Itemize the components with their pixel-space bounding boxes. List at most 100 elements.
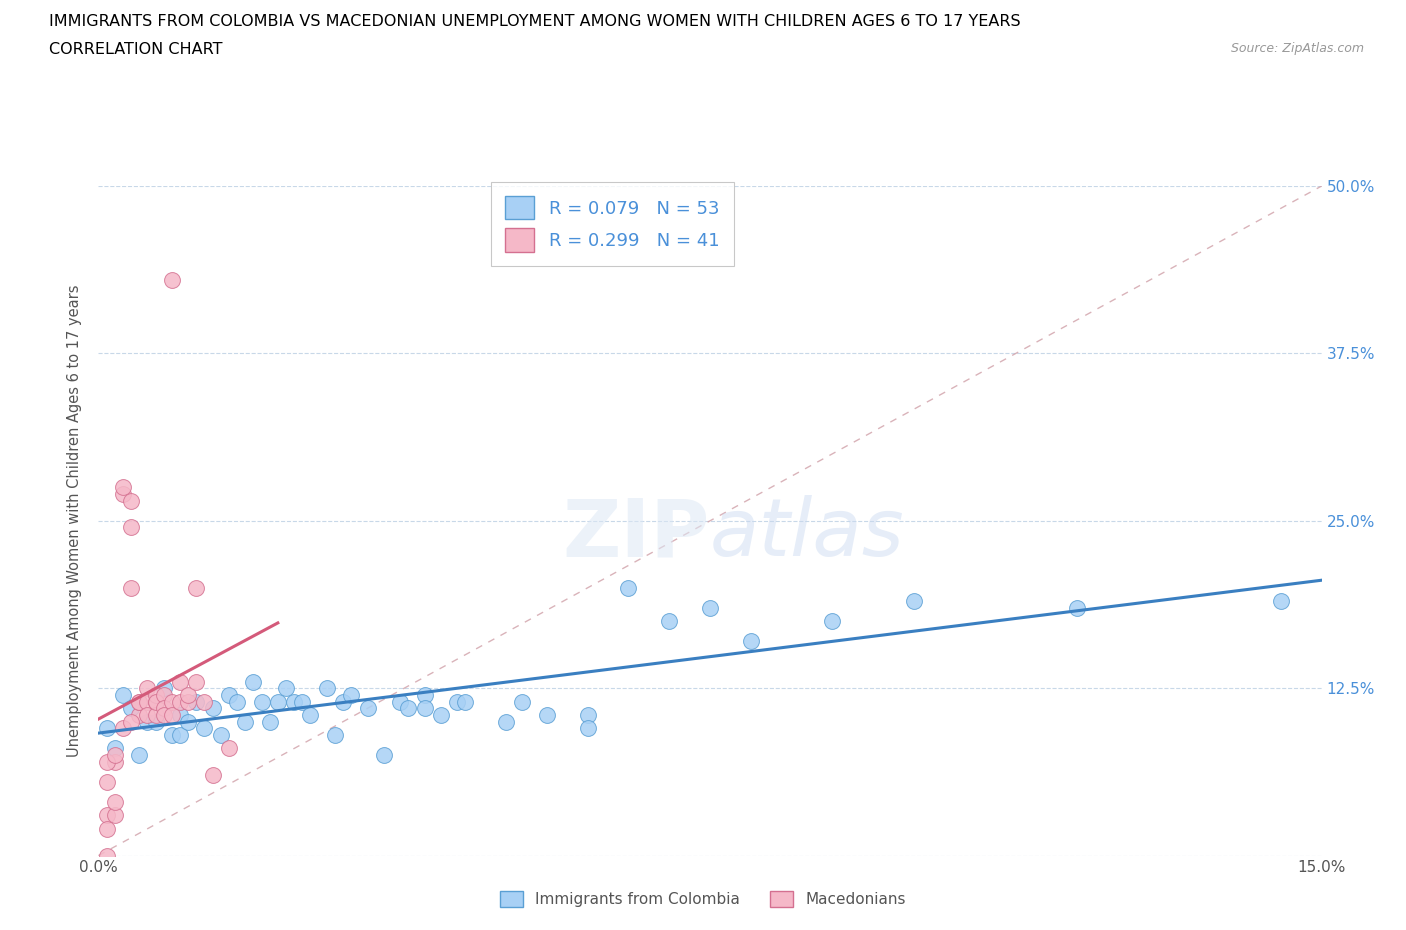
Point [145, 708, 167, 723]
Point [617, 580, 640, 595]
Point [389, 694, 412, 709]
Point [430, 708, 453, 723]
Point [152, 687, 174, 702]
Point [96, 754, 118, 769]
Point [128, 694, 150, 709]
Point [740, 634, 762, 649]
Point [226, 694, 249, 709]
Point [218, 741, 240, 756]
Point [576, 721, 599, 736]
Point [160, 694, 183, 709]
Legend: R = 0.079   N = 53, R = 0.299   N = 41: R = 0.079 N = 53, R = 0.299 N = 41 [491, 181, 734, 266]
Point [323, 727, 346, 742]
Point [169, 708, 191, 723]
Point [104, 754, 127, 769]
Text: Source: ZipAtlas.com: Source: ZipAtlas.com [1230, 42, 1364, 55]
Point [413, 687, 436, 702]
Point [111, 687, 134, 702]
Point [186, 674, 208, 689]
Point [274, 681, 297, 696]
Point [96, 848, 118, 863]
Point [446, 694, 468, 709]
Legend: Immigrants from Colombia, Macedonians: Immigrants from Colombia, Macedonians [494, 884, 912, 913]
Text: atlas: atlas [710, 495, 905, 573]
Point [201, 701, 224, 716]
Point [250, 694, 273, 709]
Point [315, 681, 337, 696]
Point [104, 794, 127, 809]
Text: IMMIGRANTS FROM COLOMBIA VS MACEDONIAN UNEMPLOYMENT AMONG WOMEN WITH CHILDREN AG: IMMIGRANTS FROM COLOMBIA VS MACEDONIAN U… [49, 14, 1021, 29]
Point [218, 687, 240, 702]
Point [145, 694, 167, 709]
Point [111, 480, 134, 495]
Point [120, 580, 142, 595]
Point [111, 486, 134, 501]
Point [512, 694, 534, 709]
Point [233, 714, 256, 729]
Point [267, 694, 290, 709]
Text: CORRELATION CHART: CORRELATION CHART [49, 42, 222, 57]
Point [177, 714, 200, 729]
Point [96, 721, 118, 736]
Point [169, 727, 191, 742]
Point [454, 694, 477, 709]
Point [104, 741, 127, 756]
Point [201, 768, 224, 783]
Y-axis label: Unemployment Among Women with Children Ages 6 to 17 years: Unemployment Among Women with Children A… [67, 285, 83, 757]
Point [120, 701, 142, 716]
Point [104, 748, 127, 763]
Point [658, 614, 681, 629]
Point [160, 708, 183, 723]
Point [136, 694, 159, 709]
Point [169, 674, 191, 689]
Point [96, 808, 118, 823]
Point [373, 748, 395, 763]
Point [120, 520, 142, 535]
Point [145, 714, 167, 729]
Point [396, 701, 419, 716]
Point [169, 694, 191, 709]
Point [413, 701, 436, 716]
Point [576, 708, 599, 723]
Point [177, 687, 200, 702]
Point [104, 808, 127, 823]
Point [96, 775, 118, 790]
Point [160, 272, 183, 287]
Point [242, 674, 264, 689]
Point [186, 694, 208, 709]
Text: ZIP: ZIP [562, 495, 710, 573]
Point [152, 708, 174, 723]
Point [299, 708, 322, 723]
Point [1270, 593, 1292, 608]
Point [536, 708, 558, 723]
Point [128, 748, 150, 763]
Point [332, 694, 354, 709]
Point [193, 694, 215, 709]
Point [259, 714, 281, 729]
Point [283, 694, 305, 709]
Point [340, 687, 363, 702]
Point [136, 708, 159, 723]
Point [152, 681, 174, 696]
Point [111, 721, 134, 736]
Point [120, 714, 142, 729]
Point [903, 593, 925, 608]
Point [177, 694, 200, 709]
Point [145, 694, 167, 709]
Point [209, 727, 232, 742]
Point [128, 708, 150, 723]
Point [128, 694, 150, 709]
Point [495, 714, 517, 729]
Point [356, 701, 378, 716]
Point [193, 721, 215, 736]
Point [136, 714, 159, 729]
Point [120, 493, 142, 508]
Point [96, 821, 118, 836]
Point [291, 694, 314, 709]
Point [821, 614, 844, 629]
Point [152, 701, 174, 716]
Point [1066, 601, 1088, 616]
Point [136, 681, 159, 696]
Point [160, 727, 183, 742]
Point [699, 601, 721, 616]
